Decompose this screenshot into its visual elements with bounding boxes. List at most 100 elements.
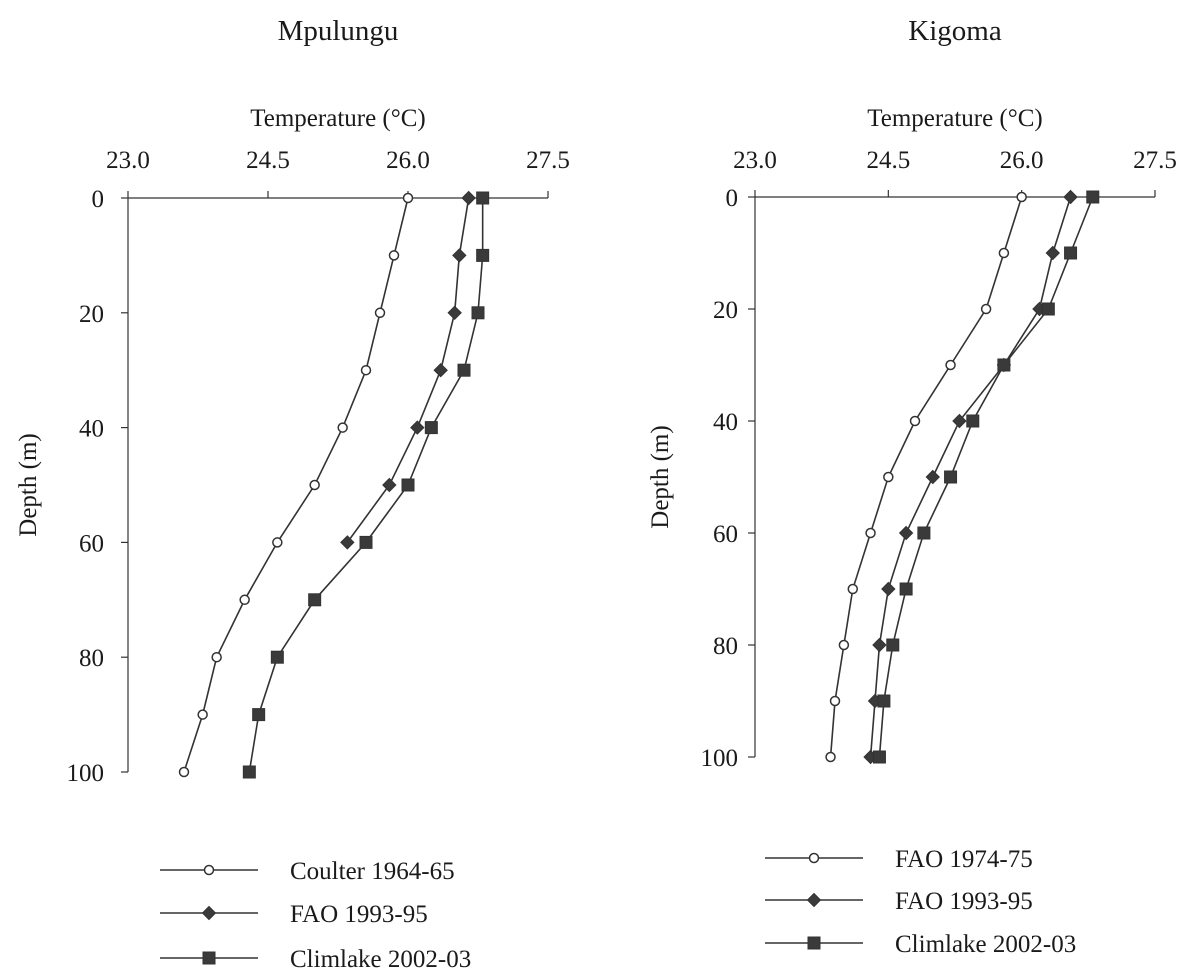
data-point [337, 422, 348, 433]
legend-item: Climlake 2002-03 [160, 946, 471, 973]
data-point [340, 535, 355, 550]
y-tick-label: 0 [726, 185, 739, 212]
legend-marker [807, 936, 821, 950]
data-point [242, 765, 256, 779]
series-fao-1993-95 [863, 189, 1078, 765]
data-point [886, 638, 900, 652]
y-tick-label: 40 [713, 409, 738, 436]
data-point [452, 248, 467, 263]
data-point [457, 363, 471, 377]
series-line [248, 198, 484, 773]
legend-marker [202, 951, 216, 965]
data-point [847, 583, 859, 595]
series-fao-1993-95 [340, 190, 476, 550]
y-tick-label: 60 [713, 521, 738, 548]
data-point [899, 582, 913, 596]
data-point [872, 637, 887, 653]
data-point [917, 526, 931, 540]
chart-title: Mpulungu [278, 15, 399, 47]
data-point [374, 307, 386, 319]
y-tick-label: 80 [713, 633, 738, 660]
series-climlake-2002-03 [872, 190, 1100, 764]
data-point [997, 358, 1011, 372]
data-point [476, 248, 490, 262]
data-point [360, 364, 372, 376]
data-point [1016, 191, 1027, 203]
data-point [461, 190, 476, 206]
data-point [309, 479, 320, 491]
y-tick-label: 80 [79, 645, 104, 672]
data-point [838, 639, 850, 651]
legend-marker [201, 905, 217, 921]
data-point [881, 581, 896, 597]
legend-item: Climlake 2002-03 [765, 931, 1076, 958]
data-point [1064, 246, 1078, 260]
legend-marker [203, 864, 215, 876]
data-point [388, 250, 400, 261]
legend-marker [806, 892, 822, 908]
data-point [402, 192, 414, 204]
data-point [272, 537, 283, 548]
legend: Coulter 1964-65 FAO 1993-95 Climlake 2002-… [160, 858, 471, 973]
data-point [865, 527, 876, 539]
legend-item: FAO 1993-95 [765, 888, 1033, 915]
x-axis-label: Temperature (°C) [867, 105, 1043, 132]
data-point [998, 247, 1010, 259]
legend-item: Coulter 1964-65 [160, 858, 455, 885]
y-tick-label: 0 [92, 186, 105, 213]
data-point [471, 306, 485, 320]
data-point [476, 191, 490, 205]
data-point [239, 594, 250, 606]
legend-label: FAO 1993-95 [290, 901, 428, 928]
series-fao-1974-75 [825, 191, 1027, 763]
x-axis-label: Temperature (°C) [250, 105, 426, 132]
y-tick-label: 60 [79, 530, 104, 557]
series-line [878, 196, 1094, 758]
series-climlake-2002-03 [242, 191, 490, 779]
x-tick-label: 23.0 [106, 147, 150, 174]
legend-marker [808, 852, 820, 864]
data-point [433, 362, 448, 378]
data-point [872, 750, 886, 764]
data-point [382, 477, 397, 493]
y-tick-label: 100 [701, 745, 739, 772]
data-point [877, 694, 891, 708]
data-point [966, 414, 980, 428]
x-tick-label: 27.5 [1133, 147, 1177, 174]
data-point [825, 751, 836, 763]
legend-item: FAO 1993-95 [160, 901, 428, 928]
data-point [359, 535, 373, 549]
y-tick-label: 20 [713, 297, 738, 324]
data-point [252, 708, 266, 722]
chart-panel-kigoma: Kigoma Temperature (°C) Depth (m) 23.0 24.5 2… [647, 15, 1177, 958]
data-point [925, 469, 940, 485]
data-point [447, 305, 462, 321]
x-tick-label: 23.0 [733, 147, 777, 174]
series-line [869, 196, 1072, 758]
data-point [898, 525, 914, 541]
x-tick-label: 24.5 [246, 147, 290, 174]
legend-label: Coulter 1964-65 [290, 858, 455, 885]
legend-label: FAO 1974-75 [895, 846, 1033, 873]
data-point [944, 470, 958, 484]
data-point [211, 651, 222, 663]
data-point [829, 695, 841, 707]
y-tick-label: 100 [67, 760, 105, 787]
data-point [980, 303, 992, 315]
x-tick-label: 24.5 [866, 147, 910, 174]
legend-label: FAO 1993-95 [895, 888, 1033, 915]
x-tick-label: 27.5 [526, 147, 570, 174]
legend-item: FAO 1974-75 [765, 846, 1033, 873]
data-point [883, 471, 894, 483]
data-point [1045, 245, 1060, 261]
data-point [1041, 302, 1055, 316]
series-coulter-1964-65 [178, 192, 414, 778]
y-tick-label: 40 [79, 416, 104, 443]
y-tick-label: 20 [79, 301, 104, 328]
data-point [308, 593, 322, 607]
chart-title: Kigoma [908, 15, 1002, 47]
data-point [401, 478, 415, 492]
y-axis-label: Depth (m) [647, 425, 674, 528]
data-point [410, 420, 425, 435]
